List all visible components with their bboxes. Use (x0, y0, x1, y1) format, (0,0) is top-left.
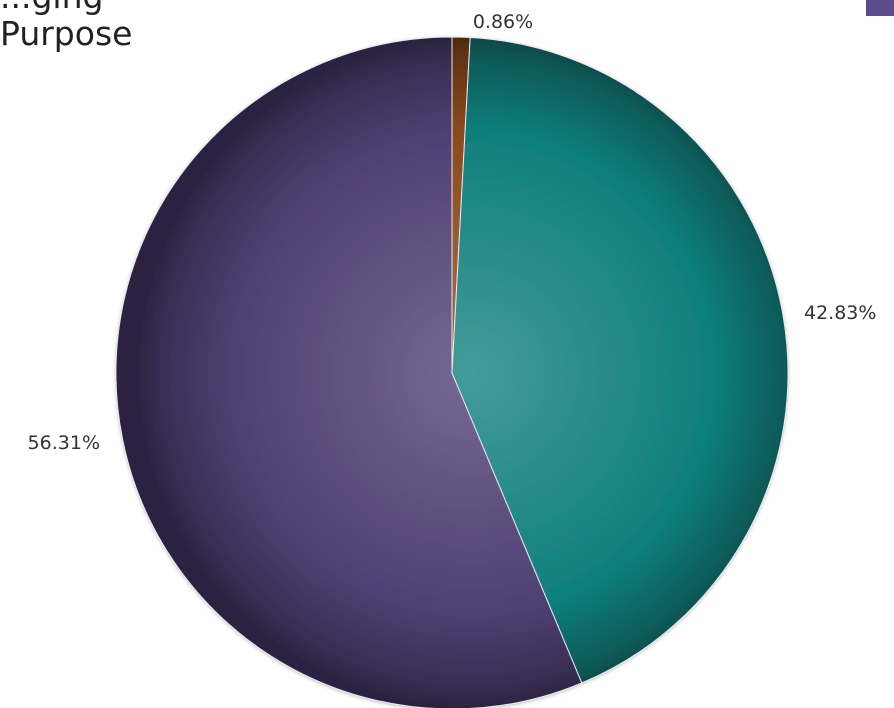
pie-slices-group (115, 36, 789, 708)
chart-title-line-1: ...ging (0, 0, 103, 13)
pie-slice-2 (451, 36, 789, 684)
legend-swatch (866, 0, 894, 16)
pie-slice-3 (115, 36, 583, 708)
chart-title-line-2: Purpose (0, 14, 133, 53)
pie-labels-group: 0.86% 42.83% 56.31% (28, 11, 877, 454)
pie-data-label-2: 42.83% (804, 302, 876, 324)
pie-data-label-3: 56.31% (28, 432, 100, 454)
pie-data-label-1: 0.86% (473, 11, 533, 33)
